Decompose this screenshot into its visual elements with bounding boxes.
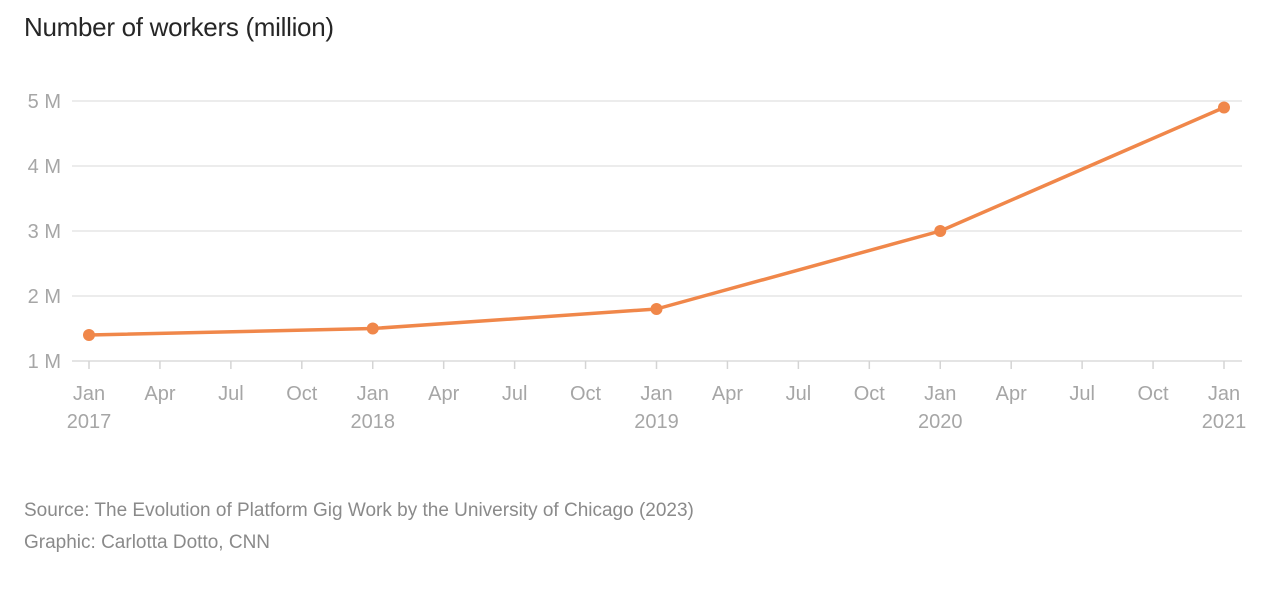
x-tick-year-label: 2018 <box>351 411 396 433</box>
x-tick-label: Jan <box>1208 383 1240 405</box>
x-tick-year-label: 2021 <box>1202 411 1247 433</box>
y-tick-label: 1 M <box>28 351 61 373</box>
data-point <box>83 329 95 341</box>
data-point <box>366 322 379 335</box>
x-tick-year-label: 2019 <box>634 411 679 433</box>
y-tick-label: 4 M <box>28 156 61 178</box>
x-tick-label: Jan <box>73 383 105 405</box>
graphic-credit: Graphic: Carlotta Dotto, CNN <box>24 532 271 553</box>
x-tick-label: Jul <box>218 383 244 405</box>
x-tick-label: Oct <box>1138 383 1170 405</box>
data-point <box>650 303 663 315</box>
grid-lines <box>72 100 1242 362</box>
source-note: Source: The Evolution of Platform Gig Wo… <box>24 500 694 521</box>
y-tick-label: 3 M <box>28 221 61 243</box>
data-point <box>934 225 947 237</box>
x-axis-ticks: Jan 2017 Apr Jul Oct Jan 2018 Apr Jul Oct Jan 2019 A… <box>67 361 1247 433</box>
data-point <box>1218 101 1230 114</box>
y-axis-ticks: 1 M 2 M 3 M 4 M 5 M <box>28 91 61 373</box>
x-tick-label: Jul <box>786 383 812 405</box>
x-tick-label: Oct <box>286 383 318 405</box>
series-line <box>87 105 1226 337</box>
chart-title: Number of workers (million) <box>24 12 334 42</box>
chart-footer: Source: The Evolution of Platform Gig Wo… <box>24 495 694 559</box>
x-tick-year-label: 2017 <box>67 411 112 433</box>
x-tick-label: Jan <box>640 383 672 405</box>
x-tick-label: Jul <box>1069 383 1095 405</box>
x-tick-label: Apr <box>428 383 459 405</box>
x-tick-label: Apr <box>144 383 175 405</box>
line-chart: 1 M 2 M 3 M 4 M 5 M Jan 2017 Apr Jul Oct Jan 2018 A… <box>28 91 1247 433</box>
x-tick-label: Jan <box>924 383 956 405</box>
x-tick-label: Oct <box>854 383 886 405</box>
x-tick-label: Apr <box>712 383 743 405</box>
x-tick-year-label: 2020 <box>918 411 963 433</box>
y-tick-label: 2 M <box>28 286 61 308</box>
x-tick-label: Oct <box>570 383 602 405</box>
y-tick-label: 5 M <box>28 91 61 113</box>
x-tick-label: Jul <box>502 383 528 405</box>
series-layer <box>83 101 1230 341</box>
x-tick-label: Apr <box>996 383 1027 405</box>
x-tick-label: Jan <box>357 383 389 405</box>
